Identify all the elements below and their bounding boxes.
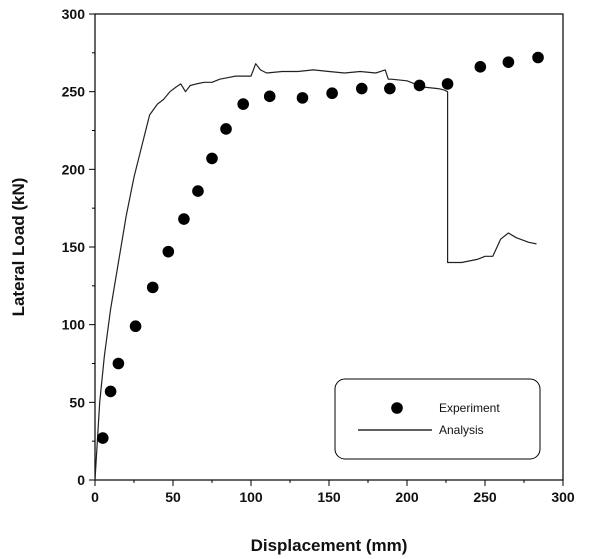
legend: Experiment Analysis bbox=[334, 378, 541, 460]
x-tick-label: 0 bbox=[91, 489, 99, 505]
experiment-point bbox=[178, 213, 190, 225]
x-tick-label: 100 bbox=[239, 489, 263, 505]
experiment-point bbox=[162, 245, 175, 258]
experiment-point bbox=[441, 78, 454, 90]
x-tick-label: 300 bbox=[551, 489, 575, 505]
experiment-point bbox=[413, 79, 426, 92]
legend-experiment-marker bbox=[391, 402, 403, 414]
axis-tick-labels: 0 50 100 150 200 250 300 0 50 100 150 200 250 300 bbox=[62, 6, 575, 505]
experiment-point bbox=[502, 56, 515, 68]
y-tick-label: 150 bbox=[62, 239, 86, 255]
experiment-point bbox=[220, 123, 232, 135]
x-tick-label: 50 bbox=[165, 489, 181, 505]
experiment-point bbox=[146, 281, 159, 294]
experiment-point bbox=[384, 82, 396, 95]
x-tick-label: 250 bbox=[473, 489, 497, 505]
y-tick-label: 200 bbox=[62, 161, 86, 177]
x-tick-label: 200 bbox=[395, 489, 419, 505]
y-tick-label: 300 bbox=[62, 6, 86, 22]
y-tick-label: 100 bbox=[62, 317, 86, 333]
y-tick-label: 250 bbox=[62, 84, 86, 100]
experiment-point bbox=[296, 92, 309, 104]
legend-box bbox=[334, 378, 541, 460]
experiment-point bbox=[474, 61, 487, 73]
experiment-point bbox=[192, 185, 204, 197]
series-layer bbox=[94, 51, 544, 481]
y-tick-label: 50 bbox=[69, 394, 85, 410]
experiment-point bbox=[206, 152, 218, 165]
experiment-point bbox=[326, 87, 338, 100]
experiment-point bbox=[97, 432, 109, 444]
experiment-point bbox=[129, 320, 142, 333]
experiment-point bbox=[263, 90, 276, 103]
y-axis-title: Lateral Load (kN) bbox=[9, 178, 28, 317]
legend-analysis-label: Analysis bbox=[439, 423, 484, 437]
y-tick-label: 0 bbox=[77, 472, 85, 488]
experiment-point bbox=[112, 357, 125, 370]
axis-ticks bbox=[89, 13, 564, 486]
analysis-line bbox=[94, 63, 537, 481]
experiment-point bbox=[237, 98, 249, 110]
x-tick-label: 150 bbox=[317, 489, 341, 505]
x-axis-title: Displacement (mm) bbox=[251, 536, 408, 555]
experiment-point bbox=[104, 385, 117, 398]
experiment-point bbox=[532, 51, 544, 64]
legend-experiment-label: Experiment bbox=[439, 401, 500, 415]
experiment-point bbox=[355, 82, 368, 95]
